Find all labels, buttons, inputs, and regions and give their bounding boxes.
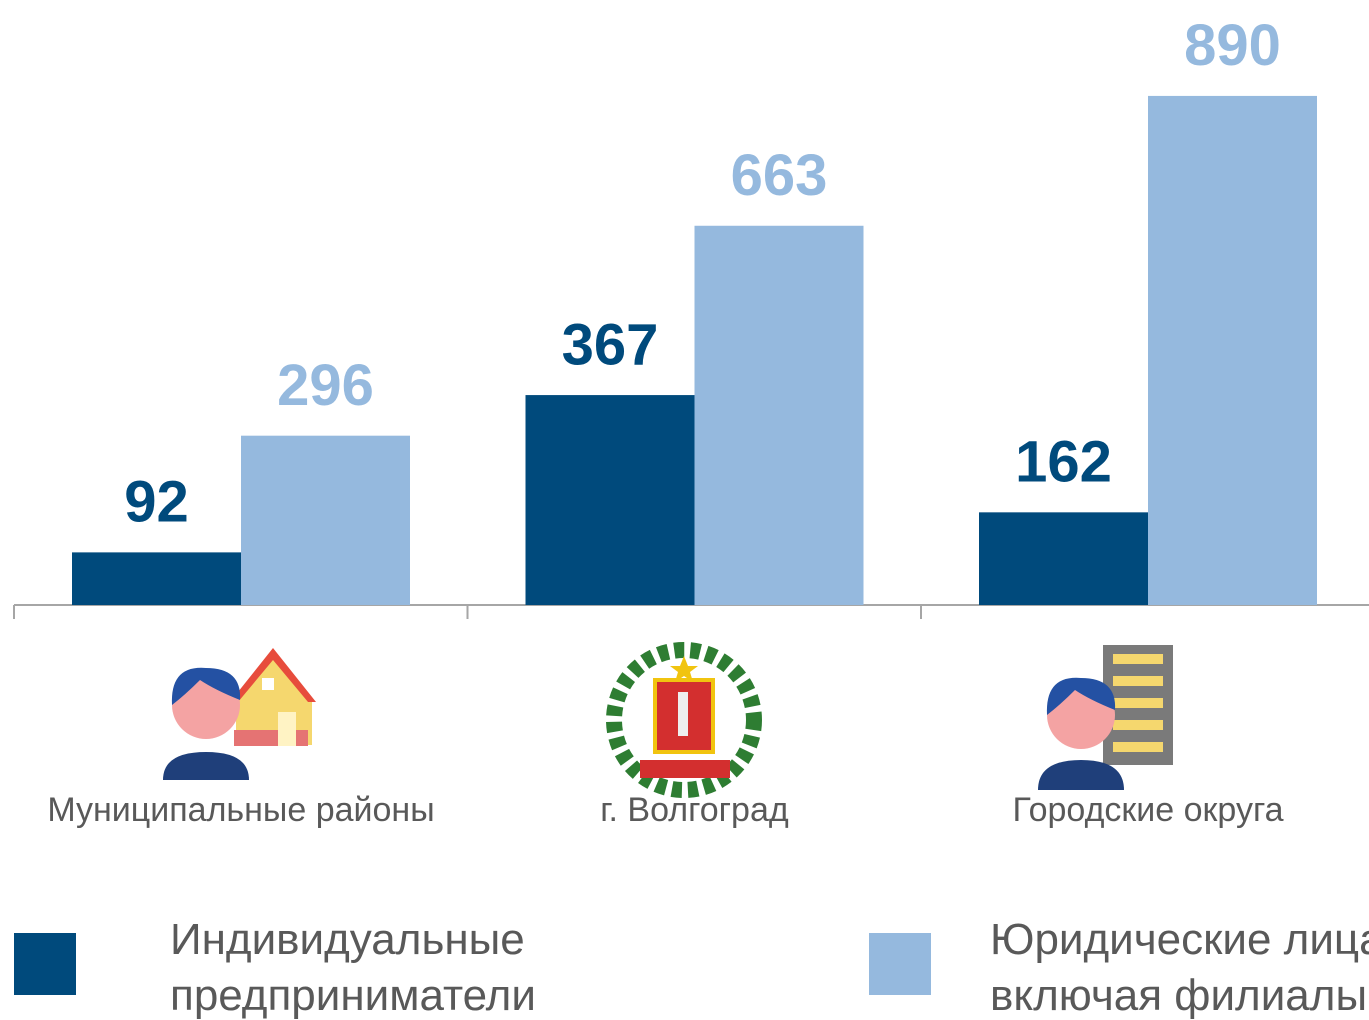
data-label: 92 — [124, 470, 189, 535]
data-label: 162 — [1015, 430, 1112, 495]
legend-swatch — [14, 933, 76, 995]
bar — [1148, 95, 1317, 606]
data-label: 890 — [1184, 13, 1281, 78]
legend-label: Юридические лица, включая филиалы — [990, 915, 1369, 1020]
bar — [979, 512, 1148, 605]
icon-person-house — [163, 648, 316, 780]
icon-person-building — [1038, 645, 1173, 790]
legend-swatch — [869, 933, 931, 995]
bar — [694, 225, 864, 606]
x-tick-label: г. Волгоград — [600, 791, 789, 829]
bar — [525, 395, 695, 605]
data-label: 367 — [562, 312, 659, 377]
data-label: 296 — [277, 353, 374, 418]
bar — [72, 552, 241, 605]
x-tick-label: Муниципальные районы — [47, 791, 434, 829]
icon-emblem — [606, 642, 762, 798]
bar — [241, 435, 410, 605]
x-tick-label: Городские округа — [1012, 791, 1283, 829]
data-label: 663 — [731, 143, 828, 208]
legend-label: Индивидуальные предприниматели — [170, 915, 536, 1020]
